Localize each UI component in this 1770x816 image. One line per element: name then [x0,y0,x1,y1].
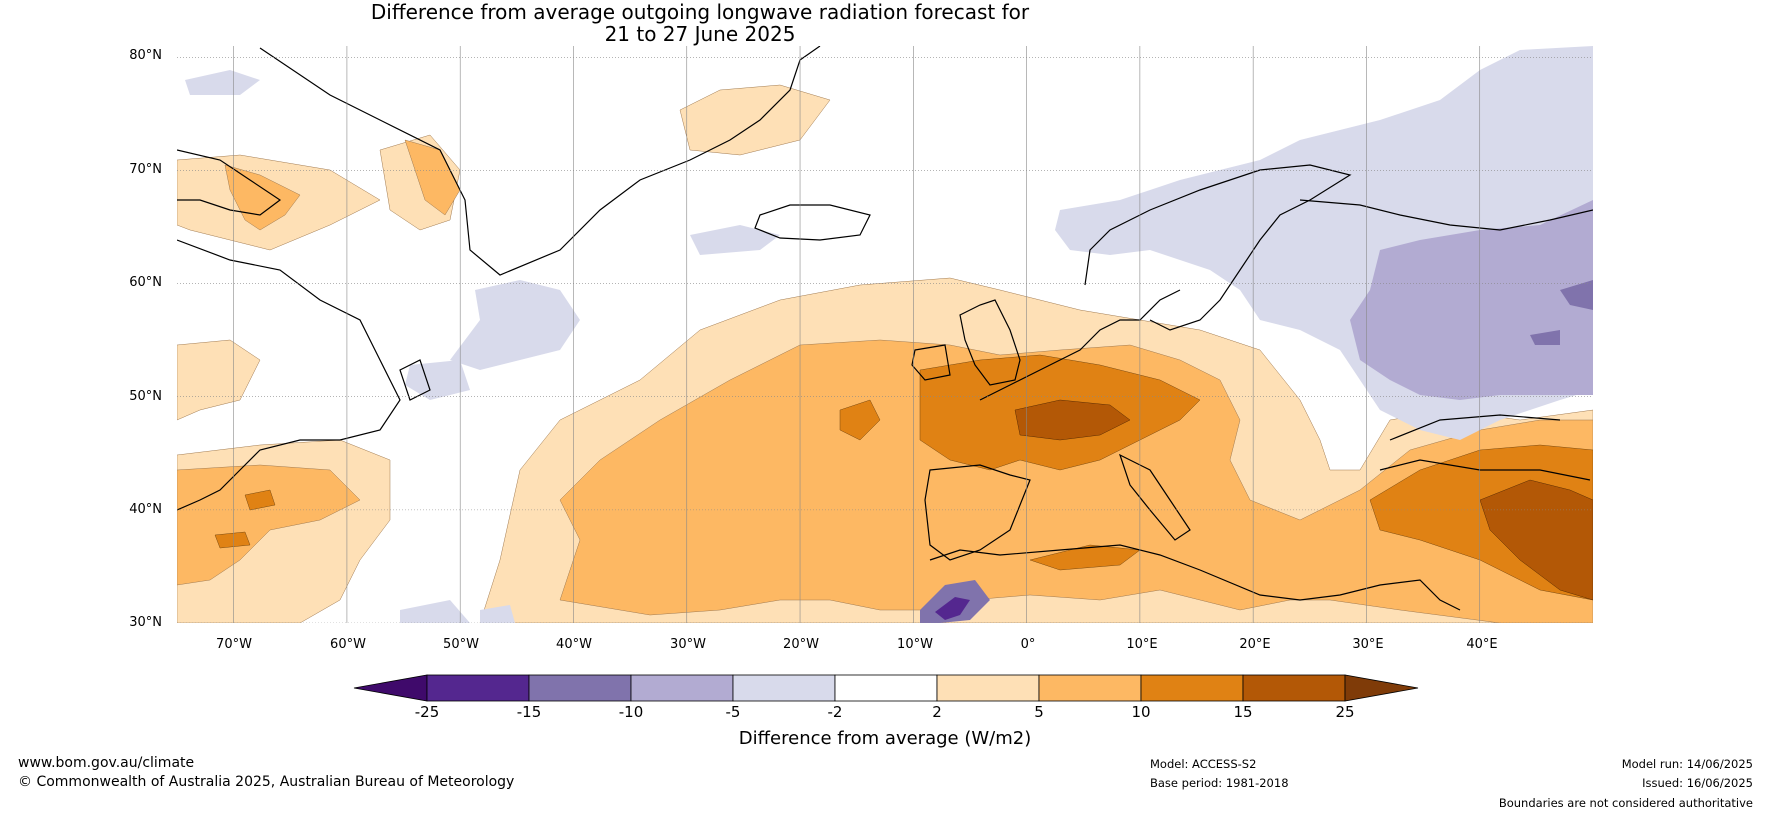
footer-website: www.bom.gov.au/climate [18,755,195,771]
lon-label-60w: 60°W [330,637,366,652]
colorbar-tick-label: 10 [1131,703,1151,721]
footer-disclaimer: Boundaries are not considered authoritat… [1498,796,1753,810]
colorbar-swatch [732,674,836,702]
colorbar-swatch [1242,674,1346,702]
lon-label-30w: 30°W [670,637,706,652]
colorbar-swatch [426,674,530,702]
lon-label-10e: 10°E [1126,637,1158,652]
lon-label-20w: 20°W [783,637,819,652]
colorbar [353,674,1419,702]
colorbar-tick-label: -25 [414,703,440,721]
chart-title-line1: Difference from average outgoing longwav… [370,0,1030,24]
lon-label-70w: 70°W [216,637,252,652]
colorbar-tick-label: 15 [1233,703,1253,721]
chart-title-line2: 21 to 27 June 2025 [604,22,796,46]
colorbar-swatch [1140,674,1244,702]
lat-label-60n: 60°N [129,275,162,290]
graticule [177,46,1593,623]
lon-label-40w: 40°W [556,637,592,652]
colorbar-extend-low [353,674,428,702]
colorbar-swatch [834,674,938,702]
lon-label-40e: 40°E [1466,637,1498,652]
footer-issued: Issued: 16/06/2025 [1642,776,1753,790]
lat-label-50n: 50°N [129,389,162,404]
colorbar-extend-high [1344,674,1419,702]
footer-model-run: Model run: 14/06/2025 [1621,757,1753,771]
colorbar-tick-label: -2 [827,703,843,721]
colorbar-swatch [528,674,632,702]
lon-label-0: 0° [1020,637,1036,652]
anomaly-region-medium-purple [1350,200,1593,400]
colorbar-tick-label: 25 [1335,703,1355,721]
footer-copyright: © Commonwealth of Australia 2025, Austra… [18,774,515,790]
lat-label-80n: 80°N [129,48,162,63]
lon-label-20e: 20°E [1239,637,1271,652]
colorbar-tick-label: -15 [516,703,542,721]
footer-model: Model: ACCESS-S2 [1150,757,1257,771]
colorbar-swatch [1038,674,1142,702]
lat-label-70n: 70°N [129,162,162,177]
lon-label-50w: 50°W [443,637,479,652]
anomaly-field [177,46,1593,623]
lat-label-40n: 40°N [129,502,162,517]
colorbar-tick-label: 5 [1034,703,1044,721]
colorbar-tick-label: 2 [932,703,942,721]
lon-label-30e: 30°E [1352,637,1384,652]
coastlines [177,46,1593,611]
lon-label-10w: 10°W [897,637,933,652]
colorbar-title: Difference from average (W/m2) [738,728,1032,749]
colorbar-swatch [630,674,734,702]
lat-label-30n: 30°N [129,615,162,630]
colorbar-swatch [936,674,1040,702]
colorbar-tick-label: -10 [618,703,644,721]
footer-base-period: Base period: 1981-2018 [1150,776,1289,790]
colorbar-tick-label: -5 [725,703,741,721]
